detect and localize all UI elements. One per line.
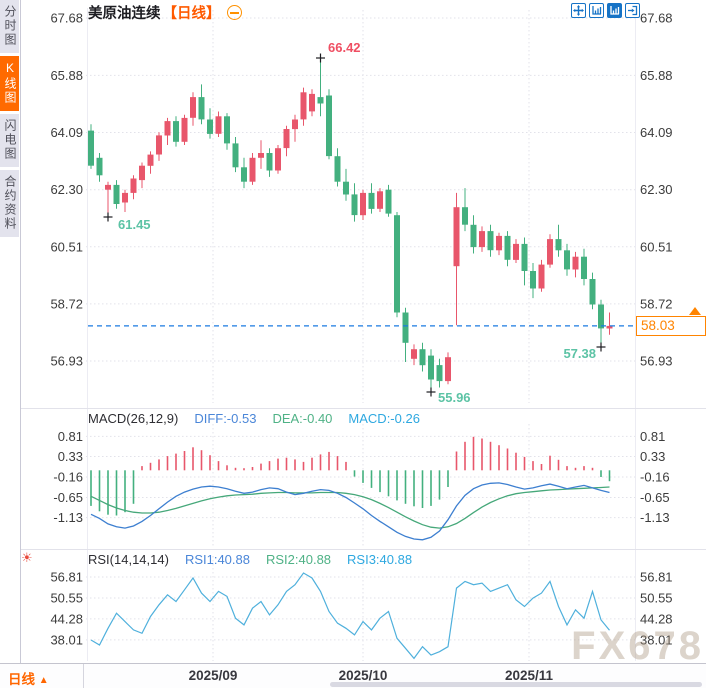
svg-text:56.81: 56.81 [640, 570, 673, 585]
sidebar-item-kline-chart[interactable]: K线图 [0, 56, 19, 111]
svg-text:-0.16: -0.16 [53, 470, 83, 485]
price-annotation: 66.42 [328, 40, 361, 55]
svg-text:67.68: 67.68 [640, 11, 673, 26]
svg-text:60.51: 60.51 [50, 239, 83, 254]
chart-toolbar [571, 3, 640, 18]
svg-text:60.51: 60.51 [640, 239, 673, 254]
svg-text:65.88: 65.88 [640, 68, 673, 83]
svg-text:0.81: 0.81 [58, 429, 83, 444]
price-annotation: 55.96 [438, 390, 471, 405]
macd-macd-value: MACD:-0.26 [348, 411, 420, 426]
indicator-settings-sun-icon[interactable]: ☀ [21, 550, 33, 565]
sidebar-item-lightning-chart[interactable]: 闪电图 [0, 114, 19, 167]
svg-text:0.81: 0.81 [640, 429, 665, 444]
svg-text:38.01: 38.01 [50, 632, 83, 647]
price-axis-labels: 67.68 67.68 65.88 65.88 64.09 64.09 62.30 62.30… [50, 11, 672, 648]
bottom-bar: 日线 ▲ 2025/09 2025/10 2025/11 [0, 663, 706, 688]
svg-text:58.72: 58.72 [50, 296, 83, 311]
sidebar: 分时图 K线图闪电图合约资料 [0, 0, 21, 663]
period-selector[interactable]: 日线 ▲ [8, 668, 49, 688]
svg-text:62.30: 62.30 [50, 182, 83, 197]
macd-header: MACD(26,12,9) DIFF:-0.53 DEA:-0.40 MACD:… [88, 411, 420, 426]
svg-text:44.28: 44.28 [640, 611, 673, 626]
svg-text:65.88: 65.88 [50, 68, 83, 83]
extreme-cross-marker [596, 342, 606, 352]
scale-axis-active-icon[interactable] [607, 3, 622, 18]
svg-text:62.30: 62.30 [640, 182, 673, 197]
horizontal-scrollbar-thumb[interactable] [330, 682, 702, 687]
time-axis-label: 2025/09 [188, 668, 238, 683]
rsi1-value: RSI1:40.88 [184, 552, 250, 567]
last-price-tag: 58.03 [636, 316, 706, 336]
svg-text:0.33: 0.33 [58, 449, 83, 464]
svg-text:56.81: 56.81 [50, 570, 83, 585]
svg-text:64.09: 64.09 [640, 125, 673, 140]
macd-title: MACD(26,12,9) [88, 411, 179, 426]
sidebar-item-time-chart[interactable]: 分时图 [0, 0, 19, 53]
rsi-header: RSI(14,14,14) RSI1:40.88 RSI2:40.88 RSI3… [88, 552, 412, 567]
dea-line [90, 486, 610, 529]
rsi-title: RSI(14,14,14) [88, 552, 169, 567]
last-price-value: 58.03 [641, 318, 675, 333]
extreme-cross-marker [426, 387, 436, 397]
price-alert-triangle-icon[interactable] [689, 307, 701, 315]
svg-text:-0.16: -0.16 [640, 470, 670, 485]
svg-text:-0.65: -0.65 [640, 490, 670, 505]
chart-title: 美原油连续 【日线】 [88, 2, 242, 23]
collapse-circle-minus-icon[interactable] [226, 5, 242, 20]
price-annotation: 61.45 [118, 217, 151, 232]
macd-diff-value: DIFF:-0.53 [194, 411, 257, 426]
price-annotation: 57.38 [563, 346, 596, 361]
svg-text:-1.13: -1.13 [640, 510, 670, 525]
svg-text:50.55: 50.55 [50, 591, 83, 606]
candlestick-series [88, 58, 613, 392]
time-axis-label: 2025/11 [504, 668, 554, 683]
sidebar-item-contract-info[interactable]: 合约资料 [0, 170, 19, 237]
svg-text:56.93: 56.93 [50, 354, 83, 369]
crosshair-move-icon[interactable] [571, 3, 586, 18]
svg-text:67.68: 67.68 [50, 11, 83, 26]
bottom-bar-separator [83, 664, 84, 688]
macd-dea-value: DEA:-0.40 [272, 411, 333, 426]
panel-divider [0, 549, 706, 550]
rsi3-value: RSI3:40.88 [347, 552, 413, 567]
svg-text:-1.13: -1.13 [53, 510, 83, 525]
time-axis-label: 2025/10 [338, 668, 388, 683]
scale-axis-icon[interactable] [589, 3, 604, 18]
period-selector-label: 日线 [8, 672, 35, 687]
svg-text:-0.65: -0.65 [53, 490, 83, 505]
rsi2-value: RSI2:40.88 [265, 552, 332, 567]
svg-text:38.01: 38.01 [640, 632, 673, 647]
symbol-name: 美原油连续 [88, 6, 161, 22]
price-annotations: 66.42 61.45 55.96 57.38 [103, 40, 606, 405]
svg-text:44.28: 44.28 [50, 611, 83, 626]
svg-text:58.72: 58.72 [640, 296, 673, 311]
rsi-line [90, 572, 610, 660]
svg-text:64.09: 64.09 [50, 125, 83, 140]
panel-divider [0, 408, 706, 409]
extreme-cross-marker [316, 53, 325, 63]
svg-text:56.93: 56.93 [640, 354, 673, 369]
diff-line [90, 482, 610, 541]
chevron-up-icon: ▲ [38, 675, 49, 686]
svg-text:50.55: 50.55 [640, 591, 673, 606]
exit-fullscreen-icon[interactable] [625, 3, 640, 18]
period-tag: 【日线】 [162, 6, 221, 22]
svg-text:0.33: 0.33 [640, 449, 665, 464]
extreme-cross-marker [103, 212, 113, 222]
macd-series [90, 436, 611, 541]
